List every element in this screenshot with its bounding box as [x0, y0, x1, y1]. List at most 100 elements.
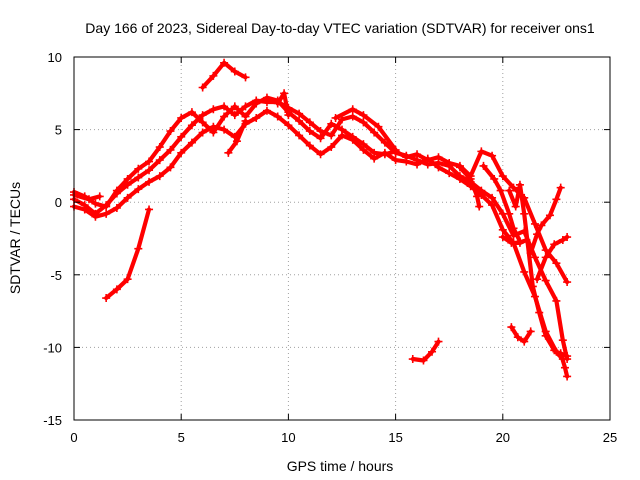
data-point-marker — [145, 166, 154, 175]
y-axis-label: SDTVAR / TECUs — [7, 182, 23, 294]
data-point-marker — [475, 202, 484, 211]
data-point-marker — [187, 121, 196, 130]
data-point-marker — [505, 209, 514, 218]
series-track-4 — [102, 205, 154, 303]
data-point-marker — [496, 186, 505, 195]
data-point-marker — [95, 192, 104, 201]
data-point-marker — [198, 83, 207, 92]
series-layer — [70, 58, 572, 381]
y-tick-label: -5 — [50, 268, 62, 283]
data-point-marker — [380, 138, 389, 147]
series-line — [500, 234, 529, 245]
data-point-marker — [520, 209, 529, 218]
y-tick-label: -15 — [43, 413, 62, 428]
data-point-marker — [563, 372, 572, 381]
data-point-marker — [177, 113, 186, 122]
data-point-marker — [530, 253, 539, 262]
series-track-6 — [224, 116, 250, 157]
data-point-marker — [455, 174, 464, 183]
data-point-marker — [488, 193, 497, 202]
x-tick-label: 25 — [603, 430, 617, 445]
y-tick-label: 5 — [55, 123, 62, 138]
data-point-marker — [558, 235, 567, 244]
data-point-marker — [434, 337, 443, 346]
data-point-marker — [370, 154, 379, 163]
data-point-marker — [145, 177, 154, 186]
data-point-marker — [123, 180, 132, 189]
data-point-marker — [473, 192, 482, 201]
data-point-marker — [498, 172, 507, 181]
data-point-marker — [327, 143, 336, 152]
data-point-marker — [541, 253, 550, 262]
y-tick-label: 10 — [48, 50, 62, 65]
data-point-marker — [220, 125, 229, 134]
data-point-marker — [155, 172, 164, 181]
data-point-marker — [327, 119, 336, 128]
data-point-marker — [515, 180, 524, 189]
data-point-marker — [338, 131, 346, 140]
data-point-marker — [224, 148, 233, 157]
x-tick-label: 20 — [496, 430, 510, 445]
series-track-16 — [533, 233, 572, 284]
data-point-marker — [198, 111, 207, 120]
data-point-marker — [327, 131, 336, 140]
data-point-marker — [102, 294, 111, 303]
data-point-marker — [552, 195, 561, 204]
data-point-marker — [541, 331, 550, 340]
data-point-marker — [295, 116, 304, 125]
data-point-marker — [556, 183, 565, 192]
data-point-marker — [252, 113, 261, 122]
x-tick-label: 10 — [281, 430, 295, 445]
series-track-14 — [507, 323, 535, 346]
data-point-marker — [498, 233, 507, 242]
ticks-layer: 0 5 10 15 20 25 -15 -10 -5 0 5 10 — [43, 50, 617, 445]
data-point-marker — [295, 109, 304, 118]
data-point-marker — [359, 118, 368, 127]
data-point-marker — [166, 127, 175, 136]
data-point-marker — [187, 138, 196, 147]
data-point-marker — [262, 98, 271, 107]
data-point-marker — [488, 151, 497, 160]
data-point-marker — [550, 346, 559, 355]
data-point-marker — [509, 183, 518, 192]
data-point-marker — [102, 201, 111, 210]
data-point-marker — [537, 221, 546, 230]
data-point-marker — [528, 282, 537, 291]
data-point-marker — [348, 112, 357, 121]
data-point-marker — [370, 128, 379, 137]
data-point-marker — [187, 108, 196, 117]
data-point-marker — [102, 209, 111, 218]
data-point-marker — [241, 102, 250, 111]
data-point-marker — [134, 244, 143, 253]
data-point-marker — [498, 225, 507, 234]
series-track-1 — [70, 93, 572, 287]
data-point-marker — [177, 148, 186, 157]
data-point-marker — [413, 160, 422, 169]
data-point-marker — [455, 163, 464, 172]
y-tick-label: -10 — [43, 340, 62, 355]
plot-frame — [73, 56, 611, 421]
series-track-12 — [498, 233, 531, 247]
series-line — [457, 165, 482, 209]
data-point-marker — [123, 275, 132, 284]
data-point-marker — [112, 189, 121, 198]
data-point-marker — [262, 106, 271, 115]
data-point-marker — [284, 121, 293, 130]
data-point-marker — [198, 128, 207, 137]
data-point-marker — [552, 296, 561, 305]
series-track-13 — [505, 180, 567, 364]
data-point-marker — [535, 308, 544, 317]
data-point-marker — [552, 259, 561, 268]
data-point-marker — [145, 205, 154, 214]
data-point-marker — [563, 352, 572, 361]
data-point-marker — [533, 275, 542, 284]
data-point-marker — [220, 102, 229, 111]
series-line — [410, 339, 441, 363]
x-tick-label: 0 — [70, 430, 77, 445]
data-point-marker — [316, 134, 325, 143]
data-point-marker — [520, 267, 529, 276]
data-point-marker — [488, 201, 497, 210]
data-point-marker — [408, 355, 417, 364]
data-point-marker — [490, 174, 499, 183]
